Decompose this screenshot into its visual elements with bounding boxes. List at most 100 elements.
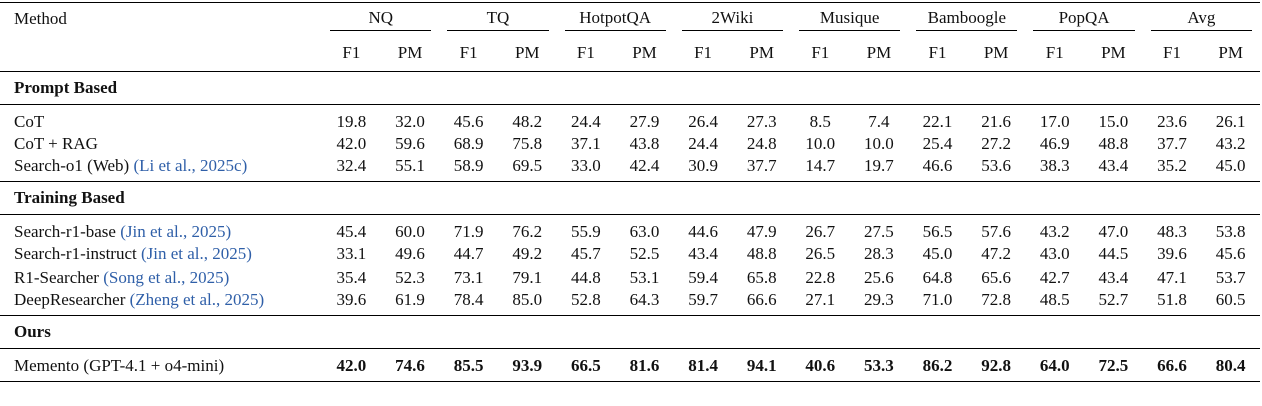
metric-label: PM	[866, 43, 892, 63]
value-cell: 39.6	[336, 290, 367, 309]
section-title: Training Based	[14, 188, 125, 207]
metric-label: PM	[514, 43, 540, 63]
value-cell: 72.8	[981, 290, 1012, 309]
metric-label: F1	[576, 43, 595, 63]
value-cell: 48.8	[746, 244, 777, 263]
value-cell: 94.1	[746, 356, 777, 375]
value-cell: 58.9	[453, 156, 484, 175]
data-row: Search-o1 (Web) (Li et al., 2025c) 32.4 55…	[0, 156, 1260, 182]
value-cell: 43.2	[1215, 134, 1246, 153]
metric-label: F1	[928, 43, 947, 63]
citation: (Jin et al., 2025)	[120, 222, 232, 241]
value-cell: 24.4	[688, 134, 718, 153]
value-cell: 52.5	[629, 244, 660, 263]
method-cell: CoT	[0, 105, 322, 133]
group-label: 2Wiki	[681, 8, 783, 31]
value-cell: 59.4	[688, 268, 718, 287]
value-cell: 19.7	[864, 156, 894, 175]
value-cell: 44.7	[453, 244, 484, 263]
value-cell: 26.1	[1215, 112, 1246, 131]
value-cell: 43.0	[1039, 244, 1070, 263]
value-cell: 75.8	[512, 134, 543, 153]
value-cell: 69.5	[512, 156, 543, 175]
method-name: Memento (GPT-4.1 + o4-mini)	[14, 356, 225, 375]
value-cell: 46.9	[1039, 134, 1070, 153]
value-cell: 85.5	[453, 356, 484, 375]
method-cell: Memento (GPT-4.1 + o4-mini)	[0, 349, 322, 382]
value-cell: 33.1	[336, 244, 367, 263]
value-cell: 7.4	[868, 112, 890, 131]
value-cell: 71.9	[453, 222, 484, 241]
metric-label: F1	[811, 43, 830, 63]
value-cell: 45.0	[1215, 156, 1246, 175]
data-row: CoT 19.8 32.0 45.6 48.2 24.4 27.9 26.4 27.3 8.5 7.…	[0, 105, 1260, 133]
group-header: Avg	[1143, 3, 1260, 36]
value-cell: 45.7	[570, 244, 601, 263]
method-cell: CoT + RAG	[0, 132, 322, 156]
value-cell: 32.0	[395, 112, 425, 131]
value-cell: 55.9	[570, 222, 601, 241]
value-cell: 10.0	[805, 134, 836, 153]
data-row: R1-Searcher (Song et al., 2025) 35.4 52.3 7…	[0, 266, 1260, 290]
data-row: DeepResearcher (Zheng et al., 2025) 39.6 6…	[0, 290, 1260, 316]
value-cell: 40.6	[805, 356, 836, 375]
value-cell: 25.4	[922, 134, 953, 153]
value-cell: 43.8	[629, 134, 660, 153]
value-cell: 66.5	[570, 356, 601, 375]
value-cell: 60.5	[1215, 290, 1246, 309]
value-cell: 17.0	[1039, 112, 1070, 131]
value-cell: 48.3	[1157, 222, 1187, 241]
value-cell: 45.4	[336, 222, 367, 241]
method-name: DeepResearcher	[14, 290, 126, 309]
data-row: Memento (GPT-4.1 + o4-mini) 42.0 74.6 85.5 9…	[0, 349, 1260, 382]
value-cell: 57.6	[981, 222, 1012, 241]
method-name: Search-r1-base	[14, 222, 116, 241]
method-name: CoT + RAG	[14, 134, 98, 153]
value-cell: 21.6	[981, 112, 1012, 131]
value-cell: 10.0	[864, 134, 894, 153]
metric-label: PM	[983, 43, 1009, 63]
metric-label: PM	[1218, 43, 1243, 63]
metric-label: F1	[694, 43, 713, 63]
value-cell: 15.0	[1098, 112, 1129, 131]
value-cell: 52.3	[395, 268, 425, 287]
value-cell: 8.5	[809, 112, 831, 131]
value-cell: 48.8	[1098, 134, 1129, 153]
group-header: 2Wiki	[674, 3, 791, 36]
metric-label: PM	[749, 43, 774, 63]
value-cell: 45.6	[453, 112, 484, 131]
metric-row: F1 PM F1 PM F1 PM F1 PM F1 PM F1 PM F1 PM F1 PM	[0, 36, 1260, 72]
method-header: Method	[14, 9, 67, 29]
value-cell: 32.4	[336, 156, 367, 175]
value-cell: 45.6	[1215, 244, 1246, 263]
citation: (Jin et al., 2025)	[140, 244, 252, 263]
value-cell: 72.5	[1098, 356, 1129, 375]
group-header: Musique	[791, 3, 908, 36]
method-cell: Search-o1 (Web) (Li et al., 2025c)	[0, 156, 322, 182]
value-cell: 48.5	[1039, 290, 1070, 309]
value-cell: 47.2	[981, 244, 1012, 263]
value-cell: 66.6	[746, 290, 777, 309]
value-cell: 37.7	[746, 156, 777, 175]
value-cell: 65.8	[746, 268, 777, 287]
value-cell: 27.2	[981, 134, 1012, 153]
value-cell: 49.6	[395, 244, 425, 263]
group-label: TQ	[447, 8, 549, 31]
value-cell: 65.6	[981, 268, 1012, 287]
value-cell: 92.8	[981, 356, 1012, 375]
metric-label: F1	[1163, 43, 1181, 63]
value-cell: 81.6	[629, 356, 660, 375]
value-cell: 27.3	[746, 112, 777, 131]
value-cell: 64.0	[1039, 356, 1070, 375]
value-cell: 42.7	[1039, 268, 1070, 287]
value-cell: 42.4	[629, 156, 660, 175]
value-cell: 43.4	[1098, 268, 1129, 287]
value-cell: 53.6	[981, 156, 1012, 175]
value-cell: 45.0	[922, 244, 953, 263]
method-name: R1-Searcher	[14, 268, 99, 287]
value-cell: 74.6	[395, 356, 425, 375]
value-cell: 93.9	[512, 356, 543, 375]
group-label: Musique	[799, 8, 901, 31]
value-cell: 66.6	[1157, 356, 1187, 375]
